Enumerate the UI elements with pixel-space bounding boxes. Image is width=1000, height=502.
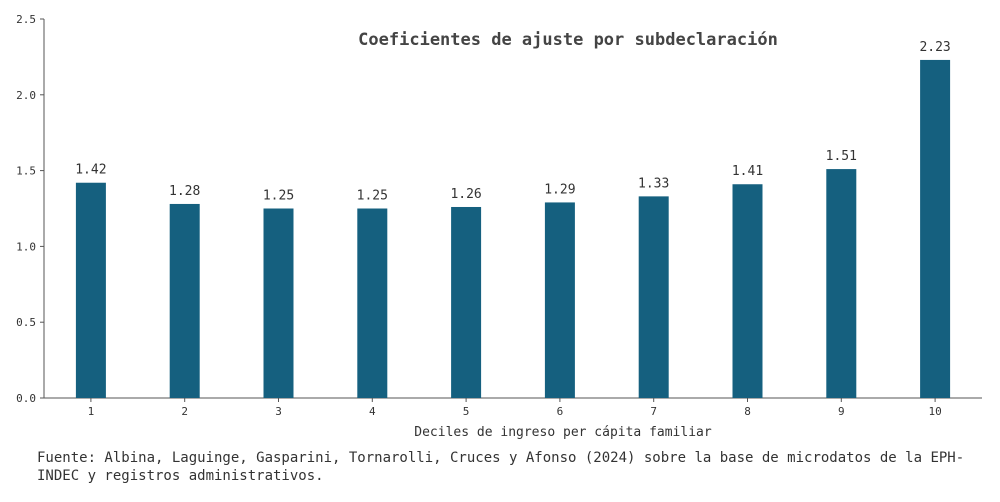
y-tick-label: 1.0	[16, 240, 36, 253]
bar	[451, 206, 482, 398]
bar	[357, 208, 388, 398]
x-tick-label: 2	[181, 405, 188, 418]
x-axis-label: Deciles de ingreso per cápita familiar	[414, 425, 712, 440]
x-tick-label: 6	[557, 405, 564, 418]
bar-value-label: 1.41	[732, 164, 763, 179]
x-tick-label: 4	[369, 405, 376, 418]
bar-value-label: 1.28	[169, 184, 200, 199]
bars: 1.42 1.28 1.25 1.25 1.26 1.29 1.33 1.41 1.51 2.23	[75, 40, 951, 398]
bar	[263, 208, 294, 398]
chart-title: Coeficientes de ajuste por subdeclaració…	[358, 30, 778, 50]
x-tick-label: 1	[88, 405, 95, 418]
y-tick-label: 2.5	[16, 13, 36, 26]
bar	[638, 196, 669, 398]
bar-value-label: 2.23	[919, 40, 950, 55]
axes: 0.0 0.5 1.0 1.5 2.0 2.5 1 2 3 4 5 6 7 8 9 10	[16, 13, 982, 418]
x-tick-label: 8	[744, 405, 751, 418]
x-tick-label: 3	[275, 405, 282, 418]
x-tick-label: 9	[838, 405, 845, 418]
y-tick-label: 2.0	[16, 89, 36, 102]
bar-value-label: 1.25	[357, 189, 388, 204]
y-tick-label: 1.5	[16, 165, 36, 178]
bar-value-label: 1.25	[263, 189, 294, 204]
bar-value-label: 1.33	[638, 176, 669, 191]
bar-chart: Coeficientes de ajuste por subdeclaració…	[16, 13, 982, 440]
bar	[732, 184, 763, 398]
bar-value-label: 1.29	[544, 182, 575, 197]
bar-value-label: 1.51	[826, 149, 857, 164]
y-tick-label: 0.5	[16, 316, 36, 329]
y-tick-label: 0.0	[16, 392, 36, 405]
bar	[826, 169, 857, 398]
x-tick-label: 10	[928, 405, 941, 418]
x-tick-label: 5	[463, 405, 470, 418]
bar	[75, 182, 106, 398]
bar	[920, 59, 951, 398]
bar-value-label: 1.26	[450, 187, 481, 202]
bar-value-label: 1.42	[75, 163, 106, 178]
source-note: Fuente: Albina, Laguinge, Gasparini, Tor…	[37, 450, 965, 484]
bar	[544, 202, 575, 398]
x-tick-label: 7	[650, 405, 657, 418]
bar	[169, 203, 200, 398]
